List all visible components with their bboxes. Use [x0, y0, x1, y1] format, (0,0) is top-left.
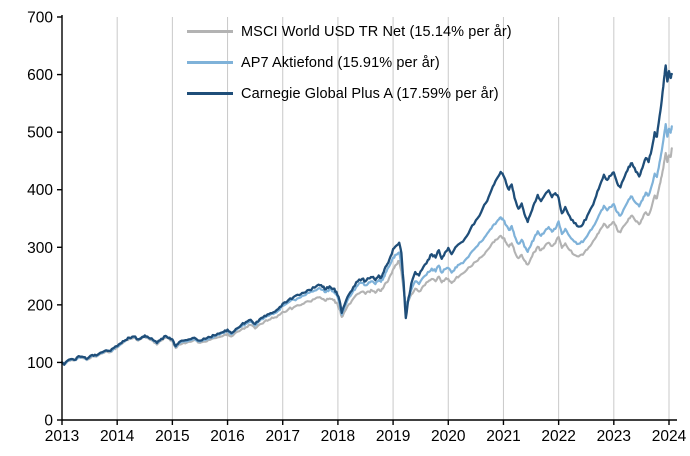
- series-line-2: [60, 64, 673, 366]
- x-tick-label-2017: 2017: [265, 428, 299, 445]
- x-tick-label-2024: 2024: [652, 428, 687, 445]
- legend-label-msci-world: MSCI World USD TR Net (15.14% per år): [241, 23, 512, 40]
- x-tick-label-2013: 2013: [45, 428, 79, 445]
- legend-item-msci-world: MSCI World USD TR Net (15.14% per år): [187, 22, 512, 41]
- y-tick-label-100: 100: [27, 355, 53, 372]
- series-line-0: [60, 147, 673, 366]
- y-tick-label-500: 500: [27, 125, 53, 142]
- carnegie-line-swatch: [187, 92, 233, 95]
- legend-item-ap7: AP7 Aktiefond (15.91% per år): [187, 53, 512, 72]
- y-tick-label-700: 700: [27, 10, 53, 27]
- y-tick-label-400: 400: [27, 182, 53, 199]
- y-tick-label-600: 600: [27, 67, 53, 84]
- x-tick-label-2015: 2015: [155, 428, 189, 445]
- y-tick-label-0: 0: [44, 413, 53, 430]
- x-tick-label-2018: 2018: [321, 428, 355, 445]
- x-tick-label-2019: 2019: [376, 428, 410, 445]
- msci-world-line-swatch: [187, 30, 233, 33]
- ap7-line-swatch: [187, 61, 233, 64]
- chart-legend: MSCI World USD TR Net (15.14% per år) AP…: [187, 22, 512, 103]
- x-tick-label-2020: 2020: [431, 428, 466, 445]
- x-tick-label-2023: 2023: [597, 428, 631, 445]
- legend-label-carnegie: Carnegie Global Plus A (17.59% per år): [241, 85, 499, 102]
- x-tick-label-2021: 2021: [486, 428, 520, 445]
- legend-item-carnegie: Carnegie Global Plus A (17.59% per år): [187, 84, 512, 103]
- x-tick-label-2016: 2016: [210, 428, 244, 445]
- legend-label-ap7: AP7 Aktiefond (15.91% per år): [241, 54, 440, 71]
- x-tick-label-2022: 2022: [541, 428, 575, 445]
- y-tick-label-300: 300: [27, 240, 53, 257]
- x-tick-label-2014: 2014: [100, 428, 135, 445]
- series-line-1: [60, 122, 673, 366]
- y-tick-label-200: 200: [27, 297, 53, 314]
